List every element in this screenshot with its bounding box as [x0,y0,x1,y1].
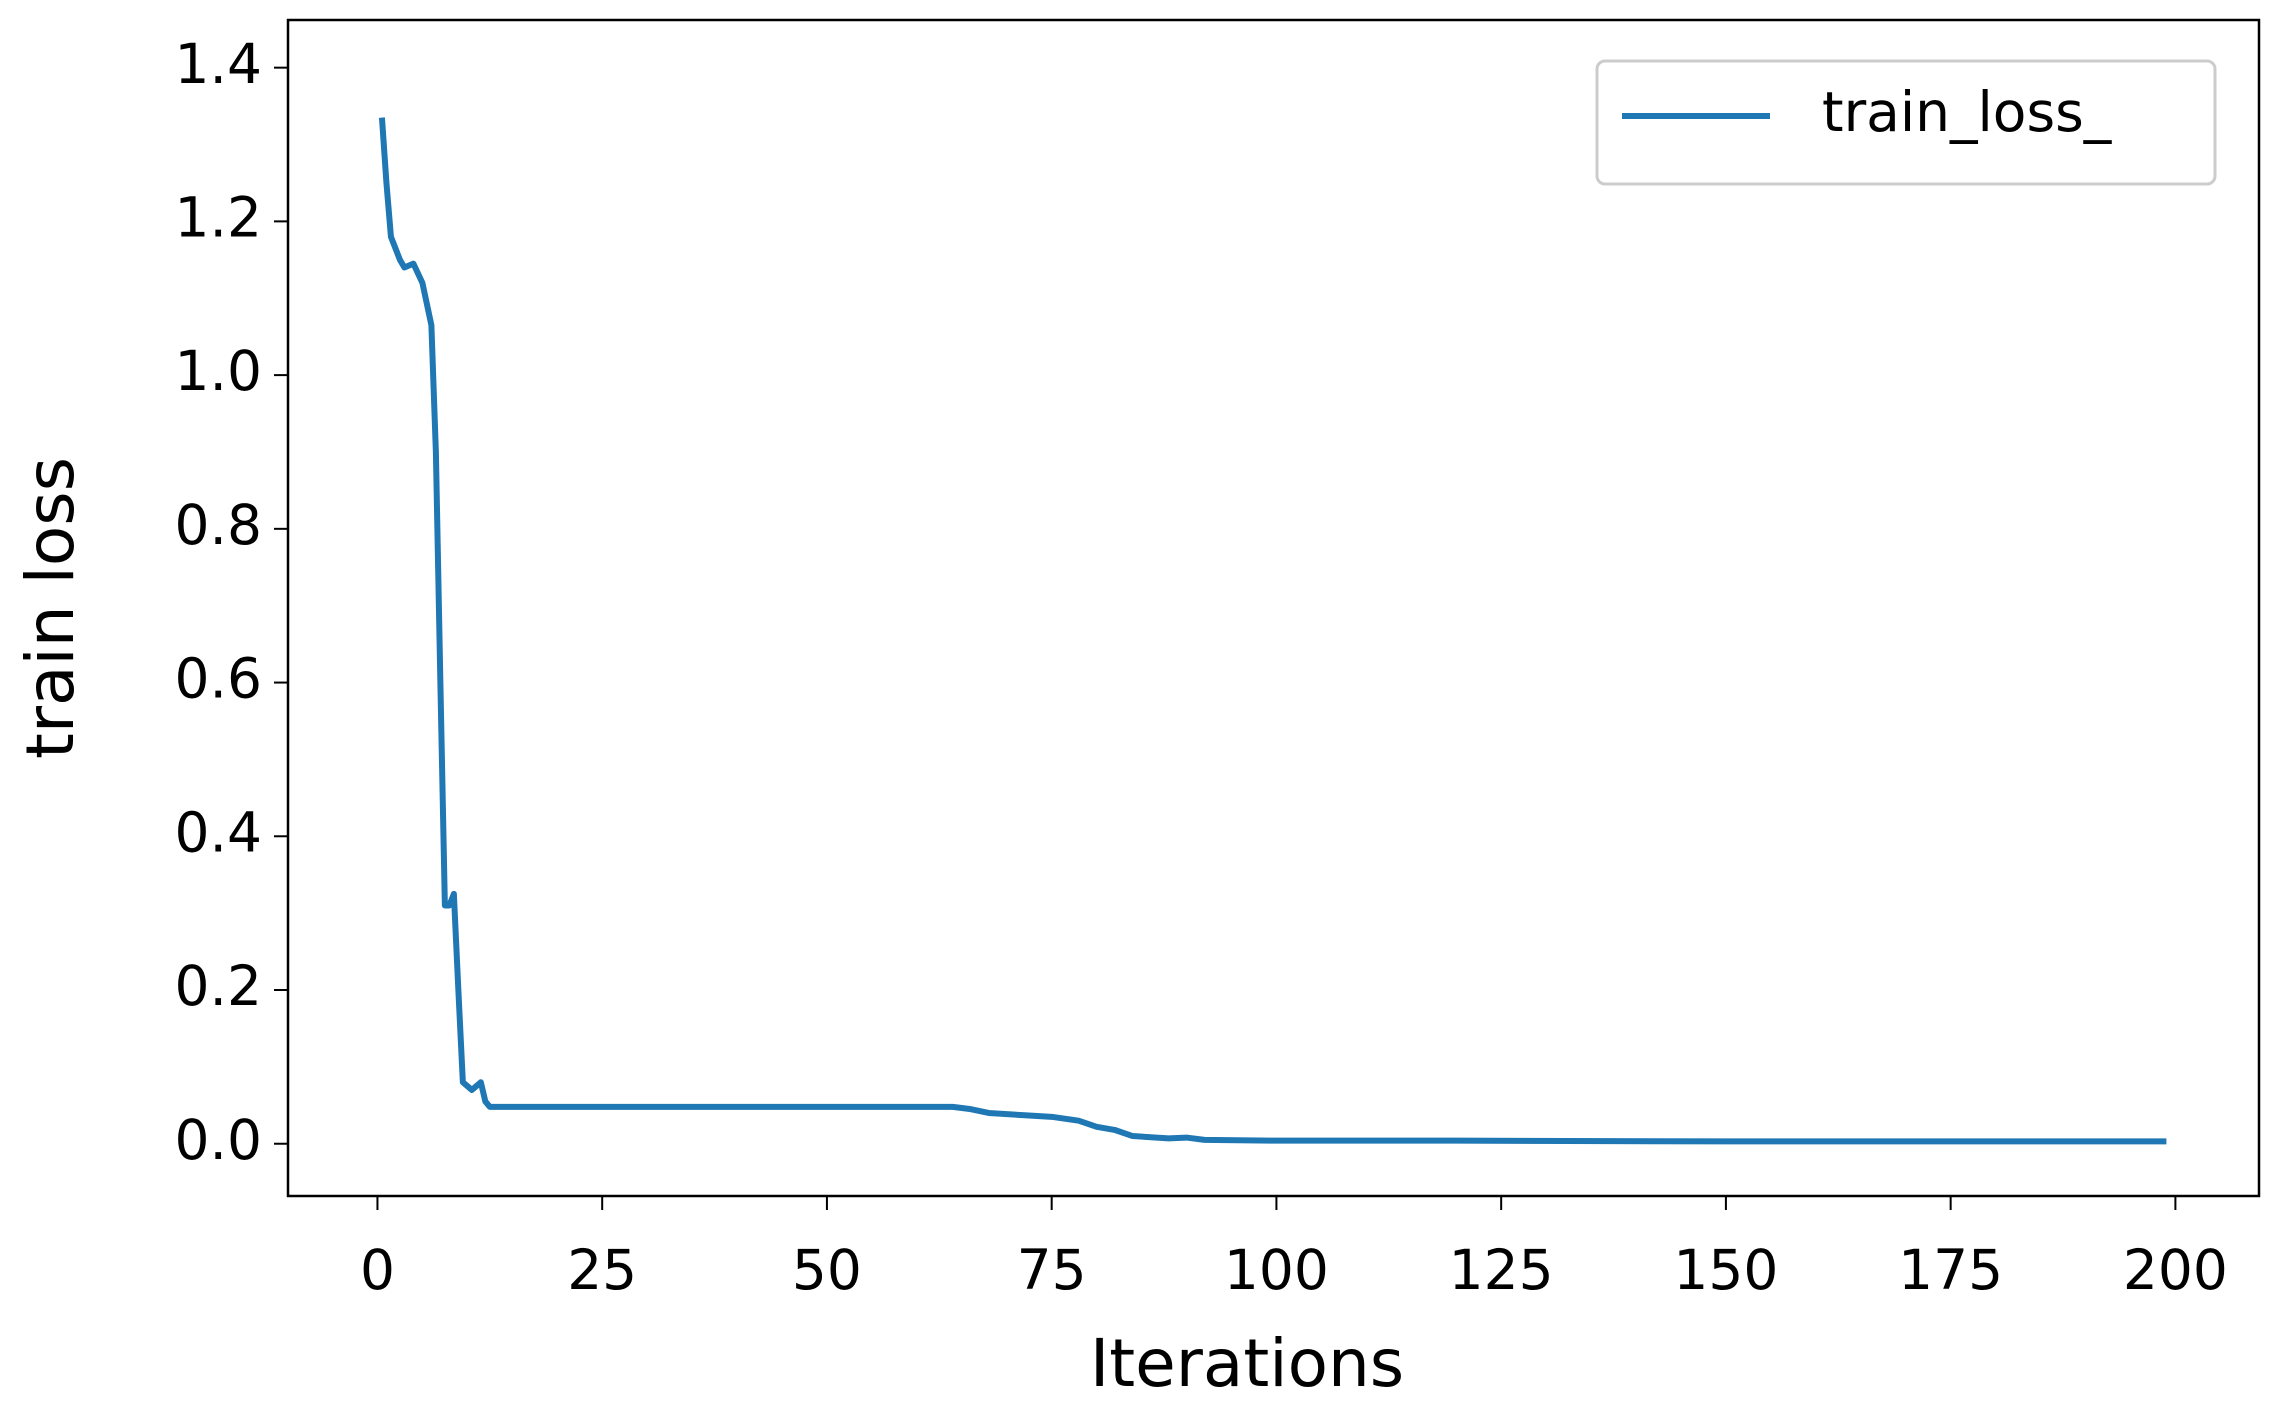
y-tick-label: 0.8 [175,493,262,557]
y-tick-label: 0.2 [175,954,262,1018]
plot-frame [286,18,2261,1198]
x-tick-label: 175 [1898,1238,2003,1302]
y-tick-label: 0.6 [175,647,262,711]
x-tick-label: 100 [1224,1238,1329,1302]
y-tick-label: 1.0 [175,339,262,403]
y-axis-label: train loss [12,457,89,759]
y-tick-label: 0.0 [175,1108,262,1172]
x-tick-label: 75 [1017,1238,1087,1302]
x-tick-label: 200 [2123,1238,2228,1302]
y-tick-label: 0.4 [175,800,262,864]
x-tick-label: 25 [567,1238,637,1302]
y-tick-label: 1.4 [175,32,262,96]
y-tick-label: 1.2 [175,186,262,250]
x-tick-label: 50 [792,1238,862,1302]
legend-label: train_loss_ [1822,80,2113,144]
x-tick-label: 150 [1673,1238,1778,1302]
x-tick-label: 125 [1449,1238,1554,1302]
x-axis-label: Iterations [1090,1325,1404,1402]
legend-box [1595,59,2217,186]
line-series [378,117,2167,1145]
x-tick-label: 0 [360,1238,395,1302]
